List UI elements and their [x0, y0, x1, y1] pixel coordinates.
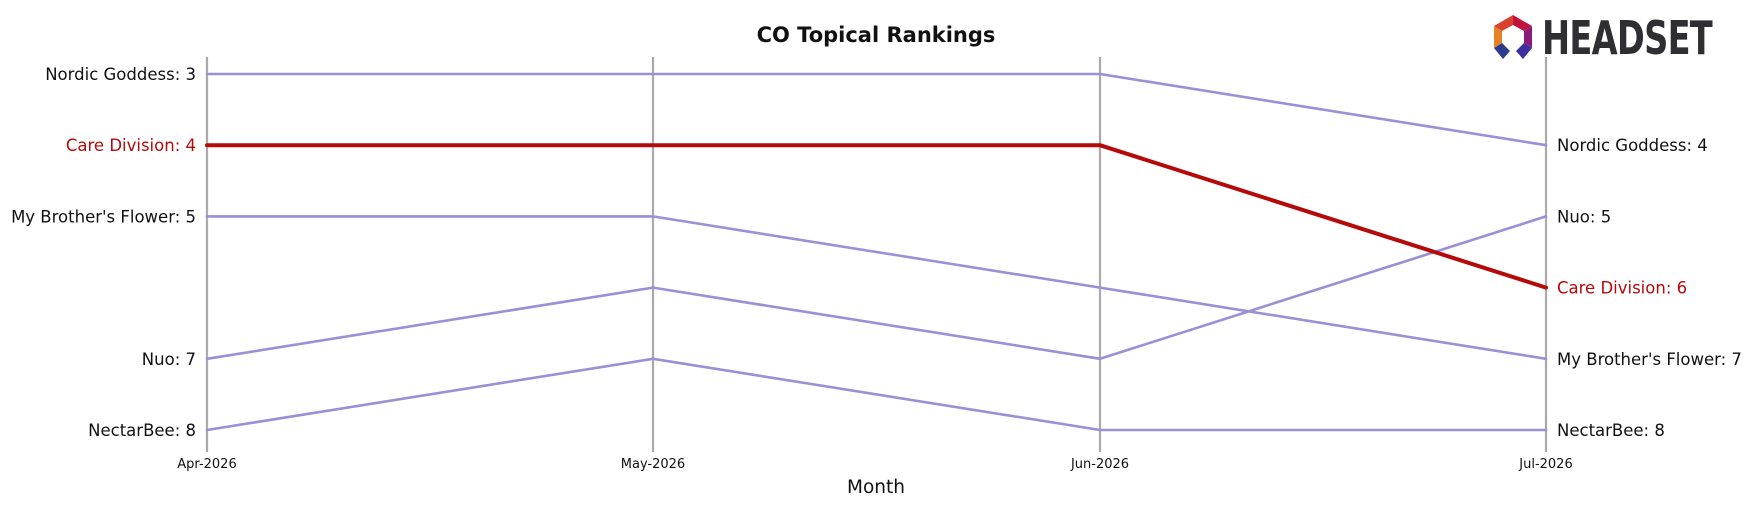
- series-line-nectarbee: [205, 357, 1548, 432]
- series-line-my-brother-s-flower: [205, 215, 1548, 361]
- start-label-care-division: Care Division: 4: [66, 136, 196, 155]
- start-label-my-brother-s-flower: My Brother's Flower: 5: [11, 207, 196, 226]
- start-label-nuo: Nuo: 7: [142, 350, 196, 369]
- x-tick-label: Jul-2026: [1518, 457, 1572, 472]
- series-line-nordic-goddess: [205, 72, 1548, 147]
- end-label-nordic-goddess: Nordic Goddess: 4: [1557, 136, 1708, 155]
- end-label-nectarbee: NectarBee: 8: [1557, 421, 1665, 440]
- series-line-nuo: [205, 215, 1548, 361]
- x-axis-title: Month: [847, 477, 905, 498]
- start-label-nectarbee: NectarBee: 8: [88, 421, 196, 440]
- end-label-care-division: Care Division: 6: [1557, 279, 1687, 298]
- headset-hexagon-logo-icon: [1494, 15, 1532, 59]
- start-label-nordic-goddess: Nordic Goddess: 3: [45, 65, 196, 84]
- headset-logo: HEADSET: [1494, 11, 1714, 65]
- series-line-care-division: [205, 143, 1548, 290]
- end-label-my-brother-s-flower: My Brother's Flower: 7: [1557, 350, 1742, 369]
- x-tick-label: Jun-2026: [1070, 457, 1129, 472]
- x-axis-ticks: Apr-2026 May-2026 Jun-2026 Jul-2026: [177, 457, 1572, 472]
- month-gridlines: [205, 57, 1548, 452]
- x-tick-label: Apr-2026: [177, 457, 236, 472]
- chart-title: CO Topical Rankings: [757, 23, 996, 47]
- series-lines: [205, 72, 1548, 432]
- start-rank-labels: Nordic Goddess: 3 Care Division: 4 My Brot…: [11, 65, 196, 440]
- end-rank-labels: Nordic Goddess: 4 Care Division: 6 My Brot…: [1557, 136, 1742, 440]
- x-tick-label: May-2026: [621, 457, 685, 472]
- logo-text: HEADSET: [1542, 11, 1713, 65]
- end-label-nuo: Nuo: 5: [1557, 207, 1611, 226]
